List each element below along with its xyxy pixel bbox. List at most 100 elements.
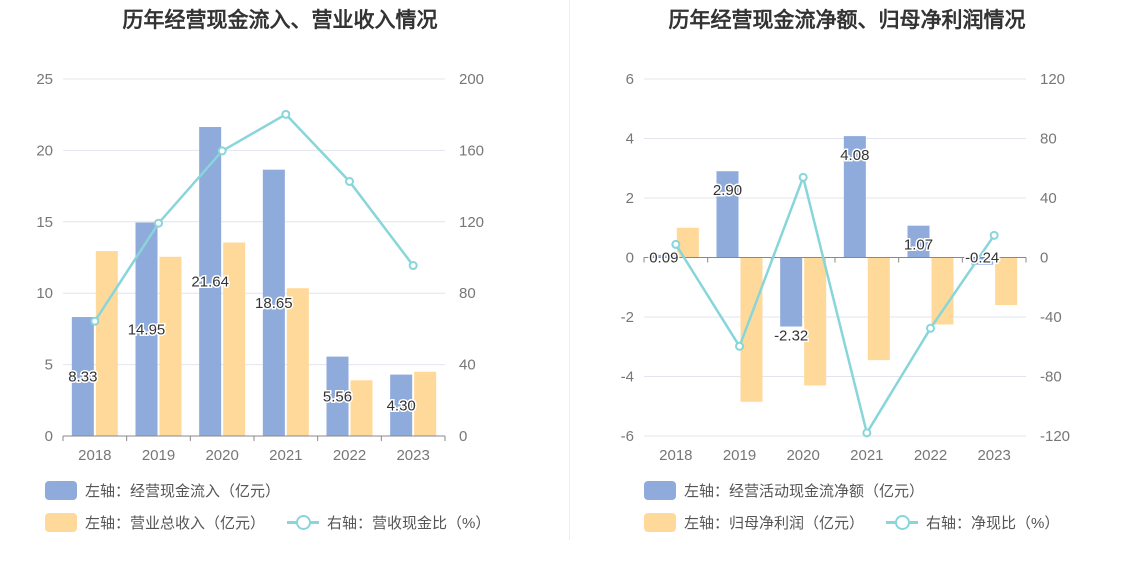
bar xyxy=(716,171,739,258)
x-tick-label: 2023 xyxy=(977,447,1010,464)
legend-item[interactable]: 右轴：营收现金比（%） xyxy=(287,512,490,533)
x-tick-label: 2018 xyxy=(78,447,111,464)
legend-label: 左轴：归母净利润（亿元） xyxy=(684,514,865,532)
data-label: 5.56 xyxy=(323,388,352,405)
series-line xyxy=(93,112,415,322)
chart-plot: -6 -4 -2 0 2 4 6 -120 -80 -40 0 40 80 120 2018 2019 2020… xyxy=(621,71,1070,464)
line-point xyxy=(154,218,163,228)
y-tick-label-left: 2 xyxy=(626,190,634,207)
y-tick-label-right: 80 xyxy=(1040,131,1057,148)
y-tick-label-left: 10 xyxy=(36,285,53,302)
legend-line-swatch xyxy=(886,513,919,532)
legend-line-swatch xyxy=(287,513,320,532)
y-tick-label-right: 40 xyxy=(459,357,476,374)
y-tick-label-right: 0 xyxy=(459,428,467,445)
y-tick-label-right: 0 xyxy=(1040,250,1048,267)
x-tick-label: 2019 xyxy=(142,447,175,464)
y-tick-label-left: -4 xyxy=(621,369,634,386)
series-line xyxy=(674,173,996,437)
legend-label: 左轴：经营活动现金流净额（亿元） xyxy=(684,482,925,500)
line-point xyxy=(798,172,808,182)
legend-item[interactable]: 左轴：归母净利润（亿元） xyxy=(644,512,864,533)
y-tick-label-right: 200 xyxy=(459,71,484,88)
bar xyxy=(390,374,413,436)
line-point xyxy=(671,239,681,249)
legend-row: 左轴：经营活动现金流净额（亿元） xyxy=(644,478,924,502)
data-label: 0.09 xyxy=(649,250,678,267)
x-tick-label: 2020 xyxy=(205,447,238,464)
y-tick-label-left: -2 xyxy=(621,309,634,326)
x-tick-label: 2022 xyxy=(914,447,947,464)
y-tick-label-right: 120 xyxy=(1040,71,1065,88)
x-tick-label: 2018 xyxy=(659,447,692,464)
bar xyxy=(780,257,803,327)
line-point xyxy=(90,316,100,326)
legend-bar-swatch xyxy=(644,512,676,532)
bar xyxy=(995,257,1018,306)
line-point xyxy=(345,176,354,186)
line-point xyxy=(217,146,227,156)
bar xyxy=(740,257,763,402)
bar xyxy=(262,169,285,437)
y-tick-label-right: 160 xyxy=(459,142,484,159)
x-tick-label: 2022 xyxy=(333,447,366,464)
x-tick-label: 2021 xyxy=(269,447,302,464)
data-label: 4.08 xyxy=(840,147,869,164)
legend-row: 左轴：归母净利润（亿元） 右轴：净现比（%） xyxy=(644,510,1059,534)
y-tick-label-right: -80 xyxy=(1040,369,1062,386)
bar xyxy=(286,288,309,436)
line-point xyxy=(862,428,872,438)
bar xyxy=(867,257,890,361)
y-tick-label-left: 25 xyxy=(36,71,53,88)
data-label: 4.30 xyxy=(387,397,416,414)
bar xyxy=(159,256,182,436)
left-chart-panel: 历年经营现金流入、营业收入情况 0 5 10 15 20 25 0 40 80 120 160 200… xyxy=(36,8,490,534)
legend-item[interactable]: 右轴：净现比（%） xyxy=(886,512,1059,533)
y-tick-label-right: 80 xyxy=(459,285,476,302)
y-tick-label-right: -120 xyxy=(1040,428,1070,445)
line-point xyxy=(926,323,935,333)
bar xyxy=(71,317,94,436)
right-chart-panel: 历年经营现金流净额、归母净利润情况 -6 -4 -2 0 2 4 6 -120 -80 -40 0 4… xyxy=(567,0,1134,582)
data-label: 18.65 xyxy=(255,295,293,312)
bar xyxy=(843,136,866,258)
legend-row: 左轴：经营现金流入（亿元） xyxy=(45,478,280,502)
legend-item[interactable]: 左轴：经营活动现金流净额（亿元） xyxy=(644,480,924,501)
x-tick-label: 2023 xyxy=(396,447,429,464)
bar xyxy=(414,371,437,436)
legend-item[interactable]: 左轴：营业总收入（亿元） xyxy=(45,512,265,533)
y-tick-label-left: 5 xyxy=(45,357,53,374)
bar xyxy=(804,257,827,386)
y-tick-label-left: 20 xyxy=(36,142,53,159)
legend-label: 左轴：经营现金流入（亿元） xyxy=(85,482,281,500)
bar xyxy=(135,222,158,436)
bar xyxy=(907,225,930,258)
x-tick-label: 2019 xyxy=(723,447,756,464)
x-tick-label: 2020 xyxy=(786,447,819,464)
y-tick-label-right: -40 xyxy=(1040,309,1062,326)
data-label: -2.32 xyxy=(774,328,808,345)
bar xyxy=(199,126,222,436)
line-point xyxy=(989,230,999,240)
x-tick-label: 2021 xyxy=(850,447,883,464)
data-label: -0.24 xyxy=(965,250,999,267)
chart-title: 历年经营现金流净额、归母净利润情况 xyxy=(668,8,1026,32)
bar xyxy=(931,257,954,325)
legend-label: 右轴：营收现金比（%） xyxy=(327,514,491,532)
bar xyxy=(676,227,699,258)
y-tick-label-left: -6 xyxy=(621,428,634,445)
y-tick-label-left: 15 xyxy=(36,214,53,231)
line-point xyxy=(735,341,744,351)
bar xyxy=(652,254,675,258)
legend-item[interactable]: 左轴：经营现金流入（亿元） xyxy=(45,480,280,501)
legend-label: 右轴：净现比（%） xyxy=(926,514,1060,532)
legend-bar-swatch xyxy=(45,512,77,532)
legend-row: 左轴：营业总收入（亿元） 右轴：营收现金比（%） xyxy=(45,510,490,534)
data-label: 1.07 xyxy=(904,237,933,254)
bar xyxy=(223,242,246,436)
line-point xyxy=(281,109,291,119)
bar xyxy=(326,356,349,436)
y-tick-label-left: 0 xyxy=(626,250,634,267)
data-label: 8.33 xyxy=(68,369,97,386)
bar xyxy=(971,257,994,265)
